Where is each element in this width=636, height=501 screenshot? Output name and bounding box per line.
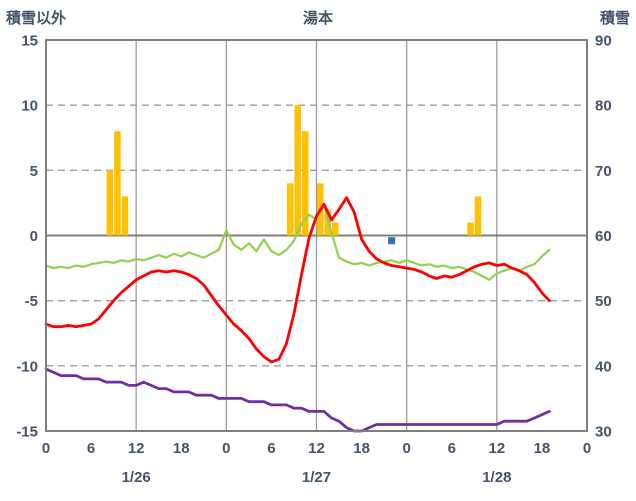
x-axis-tick-label: 6 — [267, 440, 275, 457]
x-axis-tick-label: 12 — [488, 440, 505, 457]
x-axis-tick-label: 18 — [534, 440, 551, 457]
precipitation-bar — [474, 196, 482, 236]
right-axis-tick-label: 30 — [595, 424, 612, 441]
green-line — [44, 203, 551, 281]
x-axis-tick-label: 0 — [42, 440, 50, 457]
red-line — [44, 196, 551, 364]
precipitation-bar — [286, 183, 294, 236]
left-axis-tick-label: 0 — [30, 228, 38, 245]
right-axis-tick-label: 70 — [595, 163, 612, 180]
x-axis-tick-label: 0 — [222, 440, 230, 457]
right-axis-tick-label: 40 — [595, 358, 612, 375]
x-axis-tick-label: 12 — [308, 440, 325, 457]
right-axis-tick-label: 90 — [595, 33, 612, 50]
x-axis-tick-label: 0 — [402, 440, 410, 457]
precipitation-bar — [467, 222, 474, 236]
precipitation-bar — [332, 222, 339, 236]
precipitation-bar — [294, 105, 301, 236]
left-axis-tick-label: 15 — [21, 33, 38, 50]
blue-square-marker — [388, 237, 396, 245]
precipitation-bar — [121, 196, 129, 236]
x-axis-tick-label: 12 — [128, 440, 145, 457]
date-label: 1/27 — [302, 469, 331, 486]
x-axis-tick-label: 6 — [448, 440, 456, 457]
x-axis-tick-label: 0 — [583, 440, 591, 457]
left-axis-tick-label: -15 — [16, 424, 38, 441]
left-axis-title: 積雪以外 — [6, 10, 67, 27]
right-axis-tick-label: 80 — [595, 98, 612, 115]
left-axis-tick-label: -5 — [25, 293, 38, 310]
left-axis-tick-label: 5 — [30, 163, 38, 180]
x-axis-tick-label: 18 — [353, 440, 370, 457]
precipitation-bar — [114, 131, 121, 236]
x-axis-tick-label: 6 — [87, 440, 95, 457]
precipitation-bar — [301, 131, 309, 236]
left-axis-tick-label: -10 — [16, 358, 38, 375]
purple-line — [44, 367, 551, 433]
chart-title: 湯本 — [302, 10, 333, 27]
x-axis-tick-label: 18 — [173, 440, 190, 457]
right-axis-tick-label: 60 — [595, 228, 612, 245]
right-axis-tick-label: 50 — [595, 293, 612, 310]
left-axis-tick-label: 10 — [21, 98, 38, 115]
date-label: 1/28 — [482, 469, 511, 486]
plot-border — [45, 39, 588, 432]
right-axis-title: 積雪 — [599, 10, 630, 27]
date-label: 1/26 — [122, 469, 151, 486]
precipitation-bar — [106, 170, 114, 236]
